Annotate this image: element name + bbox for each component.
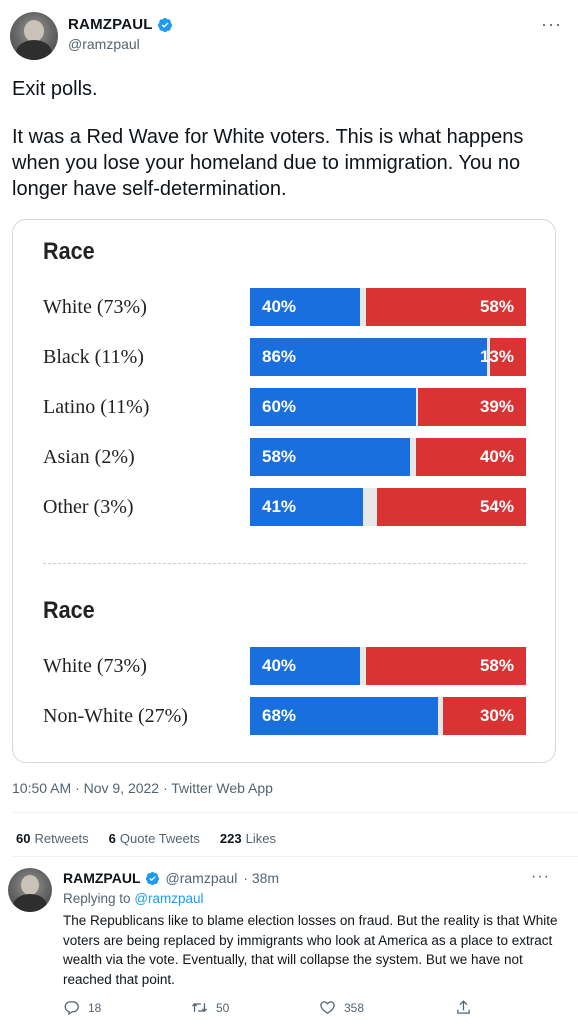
section-title: Race [43,238,95,265]
author-avatar[interactable] [10,12,58,60]
reply-action[interactable]: 18 [63,999,101,1016]
verified-badge-icon [157,17,172,32]
author-name-row: RAMZPAUL [68,16,173,33]
stat-label: Likes [245,831,276,846]
poll-bar: 60% 39% [250,388,526,426]
section-divider [43,563,526,564]
tweet-timestamp[interactable]: 10:50 AM · Nov 9, 2022 · Twitter Web App [12,780,273,796]
reply-author-handle[interactable]: @ramzpaul [165,870,238,886]
rep-bar-segment [376,488,526,526]
share-action[interactable] [455,999,472,1016]
more-options-icon[interactable]: ··· [541,14,562,34]
dem-value-label: 40% [262,297,297,316]
poll-bar: 40% 58% [250,288,526,326]
stat-count: 60 [16,831,31,846]
share-icon [457,1000,470,1014]
engagement-stats: 60 Retweets 6 Quote Tweets 223 Likes [16,831,276,846]
stat-label: Retweets [34,831,89,846]
replying-to: Replying to @ramzpaul [63,891,204,906]
replying-to-prefix: Replying to [63,891,131,906]
rep-value-label: 58% [479,656,514,675]
like-icon [320,1001,335,1014]
verified-badge-icon [145,871,159,885]
dem-value-label: 40% [262,656,297,675]
author-display-name[interactable]: RAMZPAUL [68,16,153,33]
poll-bar: 68% 30% [250,697,526,735]
dem-value-label: 41% [262,497,297,516]
reply-icon [64,1001,79,1016]
row-label: Non-White (27%) [43,705,188,727]
like-action[interactable]: 358 [319,999,364,1016]
poll-bar: 40% 58% [250,647,526,685]
dem-bar-segment [250,697,438,735]
stat-count: 6 [108,831,116,846]
more-options-icon[interactable]: ··· [531,868,550,885]
replying-to-handle[interactable]: @ramzpaul [134,891,204,906]
likes-stat[interactable]: 223 Likes [220,831,276,846]
row-label: White (73%) [43,655,147,677]
retweet-count: 50 [216,1000,230,1015]
dem-bar-segment [250,488,364,526]
reply-text: The Republicans like to blame election l… [63,913,558,987]
rep-bar-segment [365,647,526,685]
row-label: Black (11%) [43,346,144,368]
tweet-text: Exit polls. It was a Red Wave for White … [12,76,552,202]
divider [12,856,578,857]
stat-label: Quote Tweets [119,831,200,846]
tweet-text-line: It was a Red Wave for White voters. This… [12,126,524,200]
dem-value-label: 86% [262,347,297,366]
rep-value-label: 30% [479,706,514,725]
row-label: Other (3%) [43,496,134,518]
row-label: Asian (2%) [43,446,135,468]
dem-bar-segment [250,647,361,685]
reply-author-name[interactable]: RAMZPAUL [63,870,141,886]
divider [12,812,578,813]
section-title: Race [43,597,95,624]
rep-value-label: 40% [479,447,514,466]
row-label: White (73%) [43,296,147,318]
rep-bar-segment [415,438,526,476]
retweets-stat[interactable]: 60 Retweets [16,831,89,846]
rep-bar-segment [418,388,526,426]
reply-author-avatar[interactable] [8,868,52,912]
like-count: 358 [344,1000,365,1015]
rep-value-label: 54% [479,497,514,516]
rep-value-label: 13% [479,347,514,366]
retweet-action[interactable]: 50 [191,999,229,1016]
poll-bar: 58% 40% [250,438,526,476]
tweet-header: RAMZPAUL @ramzpaul ··· [10,10,568,60]
poll-bar: 86% 13% [250,338,526,376]
poll-bar: 41% 54% [250,488,526,526]
rep-bar-segment [365,288,526,326]
reply-actions: 18 50 358 [63,999,483,1019]
dem-value-label: 58% [262,447,297,466]
tweet-text-line: Exit polls. [12,78,98,100]
dem-value-label: 68% [262,706,297,725]
author-handle[interactable]: @ramzpaul [68,36,140,52]
quote-tweets-stat[interactable]: 6 Quote Tweets [109,831,200,846]
dem-bar-segment [250,288,361,326]
reply-tweet[interactable]: RAMZPAUL @ramzpaul · 38m ··· Replying to… [0,858,578,1024]
dem-bar-segment [250,388,416,426]
dem-bar-segment [250,438,411,476]
rep-bar-segment [490,338,526,376]
reply-time[interactable]: · 38m [243,870,280,886]
dem-bar-segment [250,338,488,376]
row-label: Latino (11%) [43,396,150,418]
reply-header: RAMZPAUL @ramzpaul · 38m [63,870,279,886]
rep-bar-segment [443,697,526,735]
retweet-icon [191,1003,208,1012]
tweet-media-image[interactable]: Race White (73%) 40% 58% Black (11%) 86%… [12,219,556,763]
rep-value-label: 58% [479,297,514,316]
rep-value-label: 39% [479,397,514,416]
dem-value-label: 60% [262,397,297,416]
reply-count: 18 [88,1000,102,1015]
stat-count: 223 [219,831,242,846]
